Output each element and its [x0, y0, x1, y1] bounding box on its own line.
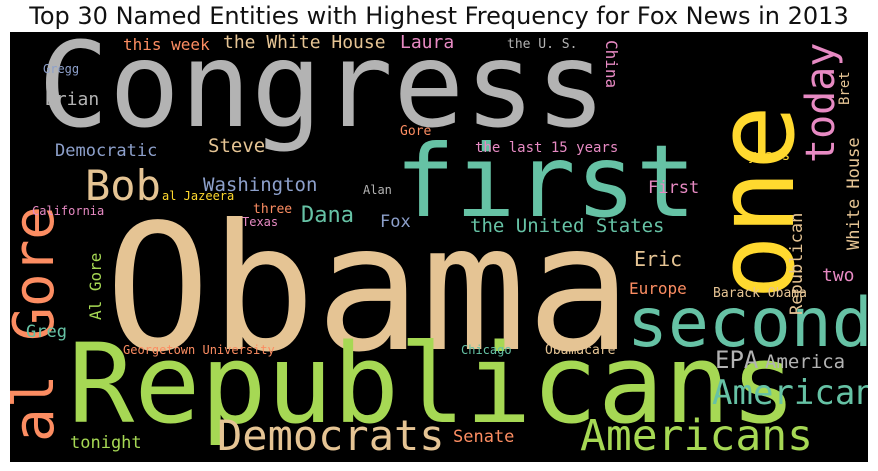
- word-first-small: First: [648, 178, 700, 198]
- word-dana: Dana: [301, 203, 354, 228]
- word-al-jazeera: al Jazeera: [162, 189, 235, 203]
- word-bret: Bret: [837, 71, 853, 105]
- word-brian: Brian: [45, 89, 100, 110]
- word-europe: Europe: [629, 279, 687, 298]
- word-two: two: [822, 265, 855, 286]
- word-americans: Americans: [580, 411, 813, 461]
- word-georgetown-university: Georgetown University: [123, 343, 275, 357]
- word-alan: Alan: [363, 183, 392, 197]
- word-american: American: [712, 373, 868, 413]
- word-chicago: Chicago: [461, 343, 512, 357]
- word-california: California: [32, 204, 105, 218]
- word-today: today: [798, 42, 844, 163]
- word-fox: Fox: [380, 212, 411, 232]
- word-laura: Laura: [400, 32, 455, 53]
- word-senate: Senate: [453, 427, 515, 447]
- word-republicans: Republicans: [68, 320, 797, 448]
- word-gregg: Gregg: [43, 62, 80, 76]
- word-three: three: [253, 202, 293, 217]
- word-the-united-states: the United States: [470, 215, 665, 237]
- word-greg: Greg: [26, 322, 67, 342]
- word-china: China: [602, 40, 621, 89]
- word-gore: Gore: [400, 124, 432, 139]
- word-the-last-15-years: the last 15 years: [475, 140, 619, 156]
- word-america: America: [765, 351, 846, 373]
- word-obamacare: Obamacare: [545, 343, 616, 358]
- word-congress: Congress: [38, 32, 607, 154]
- word-first: first: [395, 123, 697, 240]
- chart-title: Top 30 Named Entities with Highest Frequ…: [29, 2, 849, 30]
- word-white-house: White House: [844, 137, 864, 250]
- word-barack-obama: Barack Obama: [713, 286, 807, 301]
- word-democratic: Democratic: [55, 141, 158, 161]
- word-second: second: [627, 284, 868, 363]
- word-texas: Texas: [242, 215, 279, 229]
- word-obama: Obama: [105, 188, 632, 391]
- word-the-u-s: the U. S.: [507, 37, 578, 52]
- word-the-white-house: the White House: [223, 32, 386, 53]
- word-bob: Bob: [85, 161, 161, 210]
- word-eric: Eric: [634, 247, 683, 271]
- word-washington: Washington: [203, 174, 318, 196]
- word-al-gore-small: Al Gore: [86, 252, 105, 320]
- word-tonight: tonight: [70, 433, 142, 453]
- word-cloud: Congress Obama one first Republicans sec…: [10, 32, 868, 462]
- word-democrats: Democrats: [217, 411, 445, 460]
- word-years: years: [748, 148, 791, 164]
- word-this-week: this week: [123, 35, 210, 54]
- word-steve: Steve: [208, 135, 266, 157]
- word-epa: EPA: [715, 346, 759, 374]
